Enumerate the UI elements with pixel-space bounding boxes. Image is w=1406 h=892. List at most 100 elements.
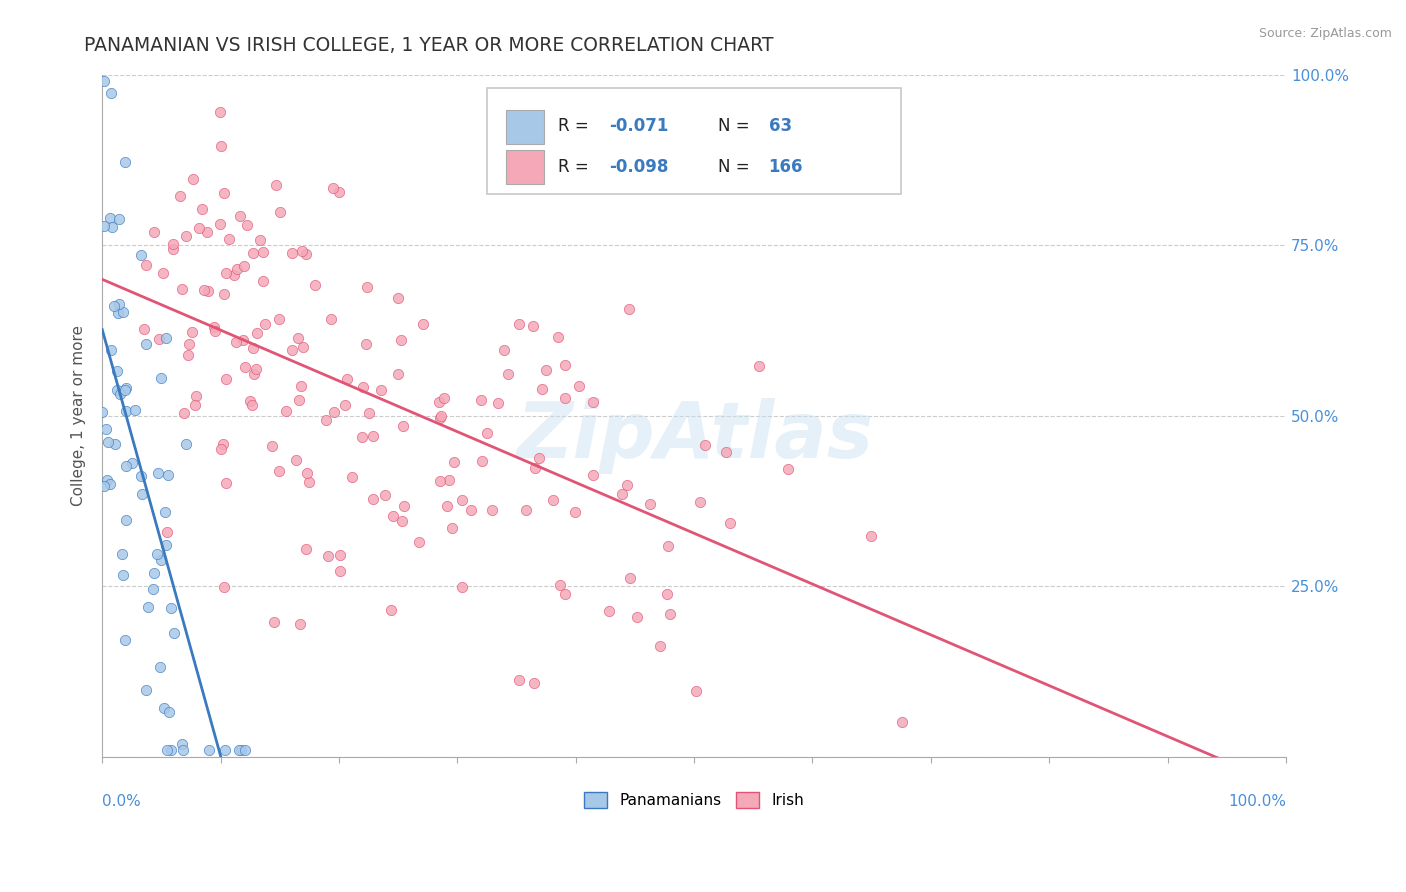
- Point: [547, 330, 569, 344]
- Point: [107, 211, 129, 226]
- Point: [242, 246, 264, 260]
- Point: [387, 368, 409, 382]
- Point: [496, 367, 519, 381]
- Point: [240, 398, 263, 412]
- Point: [460, 502, 482, 516]
- Point: [115, 458, 138, 473]
- Point: [290, 379, 312, 393]
- Point: [315, 413, 337, 427]
- Point: [281, 246, 304, 260]
- Point: [451, 493, 474, 508]
- Point: [243, 367, 266, 381]
- Point: [96, 473, 118, 487]
- Point: [152, 266, 174, 280]
- Point: [626, 609, 648, 624]
- Point: [352, 380, 374, 394]
- Point: [412, 317, 434, 331]
- Point: [108, 296, 131, 310]
- Point: [152, 701, 174, 715]
- Point: [94, 422, 117, 436]
- Point: [619, 571, 641, 585]
- Point: [172, 743, 194, 757]
- Point: [443, 455, 465, 469]
- Text: N =: N =: [717, 117, 755, 135]
- Point: [105, 383, 128, 397]
- Point: [370, 383, 392, 397]
- Point: [336, 371, 359, 385]
- Point: [363, 492, 385, 507]
- Point: [486, 396, 509, 410]
- Point: [218, 232, 240, 246]
- Point: [226, 262, 249, 277]
- Point: [187, 221, 209, 235]
- Point: [104, 437, 127, 451]
- Point: [441, 521, 464, 535]
- Point: [333, 398, 356, 412]
- Point: [319, 312, 342, 326]
- Point: [142, 225, 165, 239]
- Point: [389, 333, 412, 347]
- FancyBboxPatch shape: [506, 150, 544, 185]
- Point: [112, 568, 135, 582]
- Point: [184, 389, 207, 403]
- Point: [249, 233, 271, 247]
- Text: -0.098: -0.098: [609, 158, 668, 176]
- Point: [97, 435, 120, 450]
- Point: [157, 706, 180, 720]
- Point: [304, 277, 326, 292]
- Point: [581, 394, 603, 409]
- FancyBboxPatch shape: [486, 88, 901, 194]
- Point: [91, 405, 114, 419]
- Point: [298, 475, 321, 489]
- Point: [232, 333, 254, 347]
- Point: [252, 274, 274, 288]
- Point: [292, 340, 315, 354]
- Point: [239, 393, 262, 408]
- Point: [269, 205, 291, 219]
- Point: [439, 473, 461, 487]
- Point: [269, 464, 291, 478]
- Point: [114, 513, 136, 527]
- Point: [481, 503, 503, 517]
- Point: [93, 219, 115, 234]
- Point: [181, 172, 204, 186]
- Point: [215, 266, 238, 280]
- Point: [523, 676, 546, 690]
- Point: [197, 284, 219, 298]
- Point: [146, 466, 169, 480]
- Point: [155, 538, 177, 552]
- Point: [619, 301, 641, 316]
- Point: [290, 616, 312, 631]
- Point: [598, 605, 620, 619]
- Point: [430, 409, 453, 424]
- Point: [132, 322, 155, 336]
- Point: [564, 505, 586, 519]
- Point: [554, 392, 576, 406]
- Point: [515, 503, 537, 517]
- Point: [291, 244, 314, 258]
- Point: [212, 437, 235, 451]
- Point: [148, 332, 170, 346]
- Point: [197, 743, 219, 757]
- Point: [638, 497, 661, 511]
- Text: 0.0%: 0.0%: [103, 795, 141, 809]
- Point: [135, 337, 157, 351]
- Point: [114, 633, 136, 648]
- Point: [135, 682, 157, 697]
- Point: [156, 525, 179, 540]
- Point: [229, 209, 252, 223]
- Point: [149, 371, 172, 385]
- Point: [328, 185, 350, 199]
- Text: -0.071: -0.071: [609, 117, 668, 135]
- Point: [170, 283, 193, 297]
- Text: 166: 166: [769, 158, 803, 176]
- Point: [527, 451, 550, 466]
- Point: [135, 259, 157, 273]
- Text: N =: N =: [717, 158, 755, 176]
- Point: [689, 495, 711, 509]
- Point: [229, 743, 252, 757]
- Point: [657, 539, 679, 553]
- Point: [169, 189, 191, 203]
- Point: [432, 391, 454, 405]
- Point: [380, 603, 402, 617]
